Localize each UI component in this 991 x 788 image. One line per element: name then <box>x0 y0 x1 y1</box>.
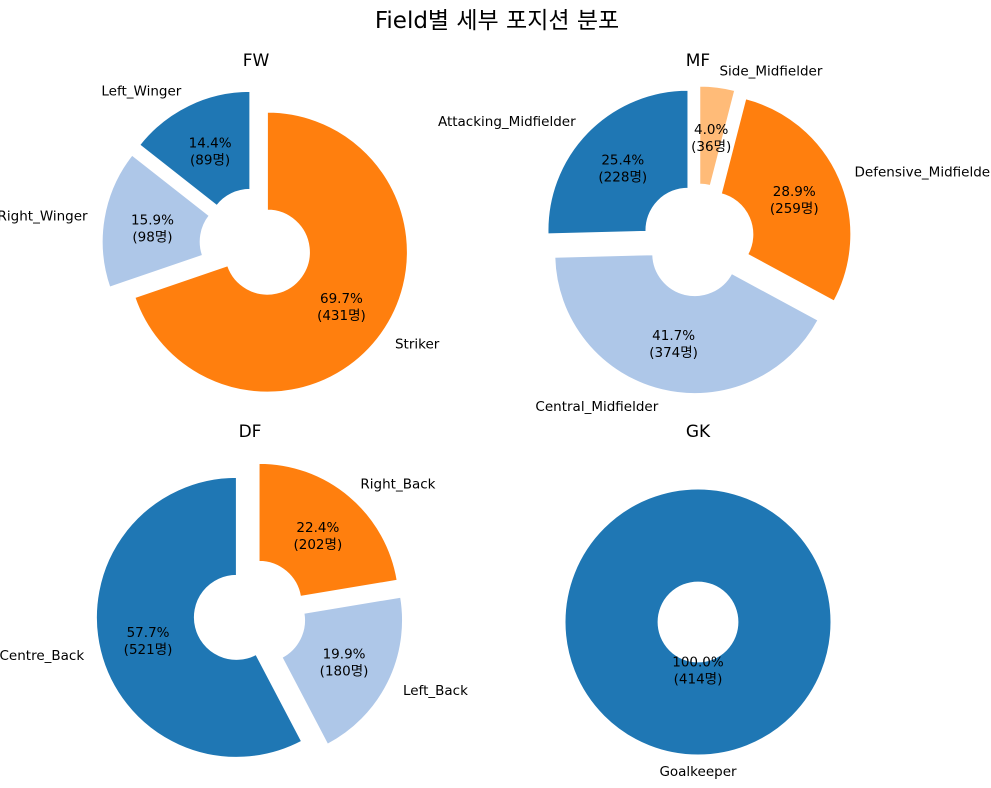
pie-slice-centre-back <box>95 476 303 758</box>
slice-count: (98명) <box>132 229 172 245</box>
slice-percentage: 22.4% <box>296 520 339 536</box>
slice-label: Centre_Back <box>0 648 84 664</box>
pie-panels: FW Left_Winger 14.4%(89명) Right_Winger 15.9%… <box>0 51 991 780</box>
slice-count: (374명) <box>649 345 698 361</box>
slice-label: Attacking_Midfielder <box>438 114 576 130</box>
pie-slice-defensive-midfielder <box>720 98 852 302</box>
slice-label: Right_Back <box>360 477 435 493</box>
panel-title: MF <box>686 51 710 71</box>
slice-count: (521명) <box>124 642 173 658</box>
pie-panel-df: DF Right_Back 22.4%(202명) Left_Back 19.9%(18… <box>0 422 468 758</box>
pie-slice-side-midfielder <box>699 85 736 187</box>
slice-label: Defensive_Midfielder <box>855 165 991 181</box>
slice-count: (431명) <box>317 308 366 324</box>
slice-percentage: 69.7% <box>320 291 363 307</box>
pie-slice-right-winger <box>101 154 210 288</box>
slice-percentage: 15.9% <box>131 212 174 228</box>
panel-title: FW <box>243 51 270 71</box>
slice-label: Right_Winger <box>0 208 88 224</box>
slice-count: (202명) <box>293 537 342 553</box>
slice-count: (180명) <box>320 664 369 680</box>
figure-title: Field별 세부 포지션 분포 <box>375 8 619 34</box>
pie-slice-attacking-midfielder <box>547 89 689 235</box>
pie-slice-central-midfielder <box>554 254 819 395</box>
slice-count: (36명) <box>691 139 731 155</box>
slice-percentage: 25.4% <box>601 153 644 169</box>
pie-slice-right-back <box>258 462 398 597</box>
slice-percentage: 14.4% <box>189 136 232 152</box>
pie-panel-fw: FW Left_Winger 14.4%(89명) Right_Winger 15.9%… <box>0 51 440 393</box>
pie-slice-striker <box>134 111 408 393</box>
slice-percentage: 19.9% <box>323 647 366 663</box>
pie-slice-goalkeeper <box>564 488 832 756</box>
slice-label: Left_Back <box>403 683 468 699</box>
panel-title: GK <box>686 422 711 442</box>
pie-slice-left-winger <box>139 90 251 207</box>
slice-percentage: 41.7% <box>652 328 695 344</box>
panel-title: DF <box>239 422 262 442</box>
slice-label: Left_Winger <box>101 83 181 99</box>
pie-panel-gk: GK Goalkeeper 100.0%(414명) <box>564 422 832 780</box>
slice-count: (89명) <box>190 153 230 169</box>
slice-count: (228명) <box>598 170 647 186</box>
pie-slice-left-back <box>281 596 403 745</box>
slice-label: Side_Midfielder <box>719 64 822 80</box>
slice-percentage: 57.7% <box>127 625 170 641</box>
slice-label: Central_Midfielder <box>535 399 658 415</box>
slice-label: Striker <box>395 336 440 352</box>
slice-label: Goalkeeper <box>659 764 737 780</box>
slice-count: (259명) <box>770 201 819 217</box>
slice-percentage: 4.0% <box>694 122 728 138</box>
slice-percentage: 100.0% <box>672 655 724 671</box>
pie-panel-mf: MF Side_Midfielder 4.0%(36명) Defensive_Midf… <box>438 51 991 415</box>
slice-count: (414명) <box>674 672 723 688</box>
slice-percentage: 28.9% <box>773 184 816 200</box>
